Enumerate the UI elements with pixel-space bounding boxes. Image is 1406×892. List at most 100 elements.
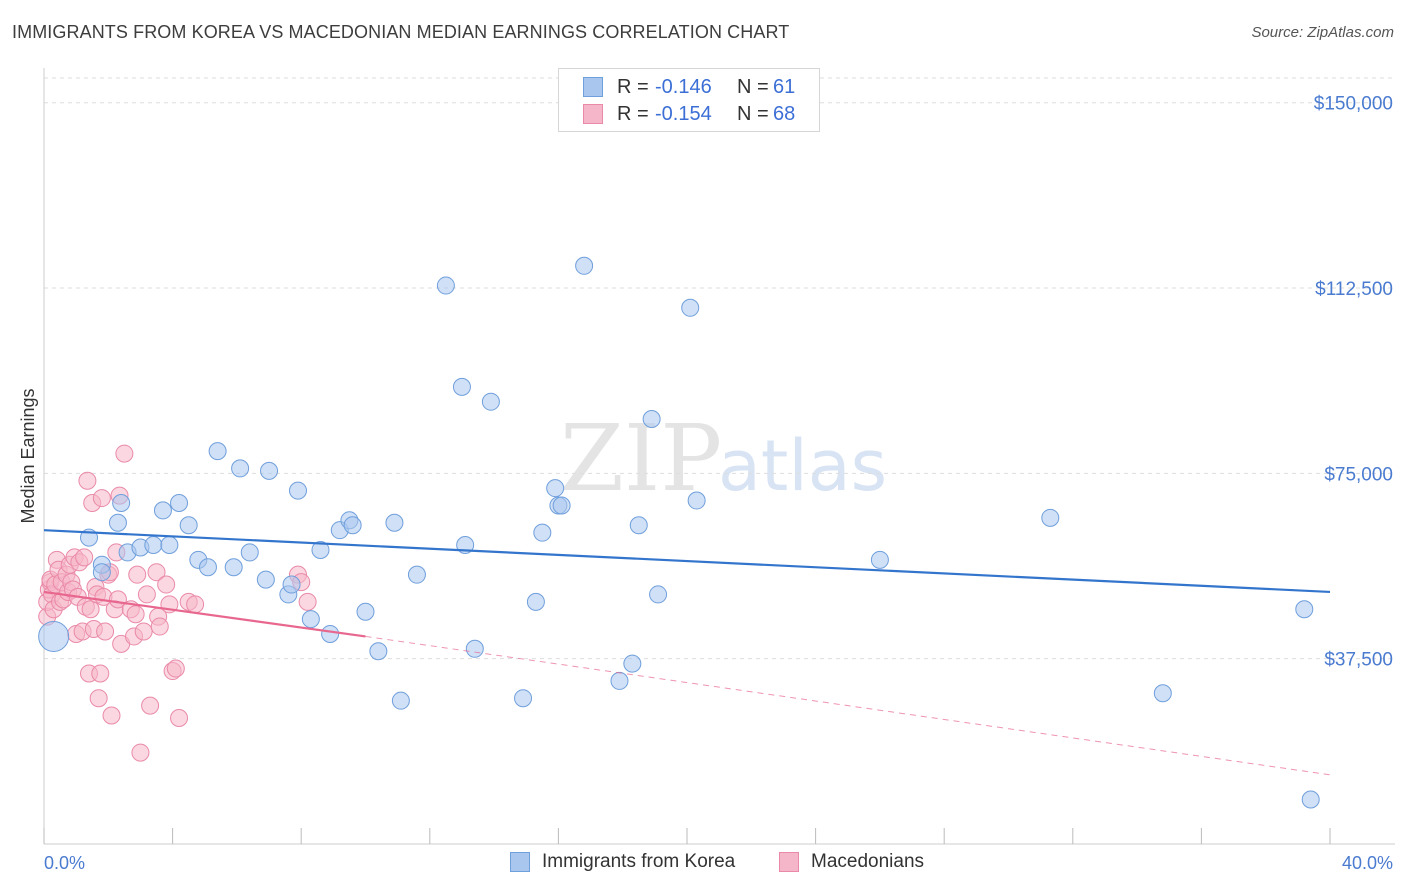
korea-point	[546, 479, 565, 498]
korea-point	[231, 459, 250, 478]
macedonians-trend-line	[43, 590, 366, 638]
korea-point	[575, 256, 594, 275]
korea-point	[552, 496, 571, 515]
legend-n-label: N =	[737, 75, 769, 98]
macedonians-swatch	[583, 104, 603, 124]
korea-point	[623, 654, 642, 673]
korea-point	[356, 602, 375, 621]
macedonians-trend-extension	[365, 635, 1331, 776]
x-tick-label-max: 40.0%	[1342, 853, 1393, 873]
legend-r-label: R =	[617, 75, 649, 98]
macedonians-point	[128, 565, 147, 584]
bottom-legend-macedonians-label: Macedonians	[811, 851, 925, 872]
korea-point	[391, 691, 410, 710]
legend-n-value-korea: 61	[773, 75, 796, 98]
legend-n-value-macedonians: 68	[773, 102, 796, 125]
korea-point	[436, 276, 455, 295]
macedonians-point	[89, 689, 108, 708]
source-label: Source: ZipAtlas.com	[1251, 24, 1394, 41]
y-tick-label: $75,000	[1324, 464, 1393, 485]
korea-point	[610, 671, 629, 690]
watermark-atlas: atlas	[718, 425, 887, 507]
korea-swatch	[583, 77, 603, 97]
korea-point	[526, 592, 545, 611]
korea-point	[170, 494, 189, 513]
x-tick-label-min: 0.0%	[44, 853, 85, 873]
legend-r-label: R =	[617, 102, 649, 125]
macedonians-point	[170, 708, 189, 727]
korea-point	[407, 565, 426, 584]
macedonians-point	[92, 489, 111, 508]
stats-legend: R = -0.146 N = 61 R = -0.154 N = 68	[558, 68, 820, 132]
macedonians-point	[75, 548, 94, 567]
korea-point	[465, 639, 484, 658]
macedonians-point	[126, 605, 145, 624]
bottom-legend-korea-label: Immigrants from Korea	[542, 851, 736, 872]
korea-trend-line	[43, 529, 1331, 594]
korea-point	[385, 513, 404, 532]
macedonians-point	[141, 696, 160, 715]
korea-point	[870, 550, 889, 569]
korea-point	[343, 516, 362, 535]
korea-point	[649, 585, 668, 604]
macedonians-swatch	[779, 852, 799, 872]
macedonians-point	[91, 664, 110, 683]
korea-point	[642, 409, 661, 428]
korea-point	[481, 392, 500, 411]
korea-point	[1295, 600, 1314, 619]
korea-point	[1301, 790, 1320, 809]
korea-point	[224, 558, 243, 577]
korea-point	[108, 513, 127, 532]
korea-point	[208, 442, 227, 461]
korea-point	[153, 501, 172, 520]
korea-point	[92, 563, 111, 582]
korea-point	[629, 516, 648, 535]
bottom-legend-korea[interactable]: Immigrants from Korea	[510, 851, 735, 873]
korea-point	[256, 570, 275, 589]
macedonians-point	[157, 575, 176, 594]
korea-point	[452, 377, 471, 396]
legend-row-korea: R = -0.146 N = 61	[583, 75, 795, 99]
korea-point	[240, 543, 259, 562]
y-tick-label: $150,000	[1314, 94, 1393, 115]
macedonians-point	[115, 444, 134, 463]
korea-point	[1041, 508, 1060, 527]
bottom-legend-macedonians[interactable]: Macedonians	[779, 851, 924, 873]
korea-point	[311, 540, 330, 559]
macedonians-point	[134, 622, 153, 641]
korea-point	[687, 491, 706, 510]
macedonians-point	[131, 743, 150, 762]
macedonians-point	[78, 471, 97, 490]
korea-point	[112, 494, 131, 513]
macedonians-point	[81, 600, 100, 619]
korea-point	[514, 689, 533, 708]
korea-point	[321, 624, 340, 643]
macedonians-point	[96, 622, 115, 641]
korea-point	[681, 298, 700, 317]
legend-r-value-korea: -0.146	[655, 75, 712, 98]
macedonians-point	[147, 563, 166, 582]
korea-point	[282, 575, 301, 594]
korea-point	[260, 461, 279, 480]
korea-point	[198, 558, 217, 577]
y-tick-label: $37,500	[1324, 650, 1393, 671]
macedonians-point	[102, 706, 121, 725]
korea-point	[369, 642, 388, 661]
korea-point	[144, 536, 163, 555]
chart-title: IMMIGRANTS FROM KOREA VS MACEDONIAN MEDI…	[12, 22, 790, 42]
y-axis-label: Median Earnings	[18, 388, 38, 523]
korea-point	[301, 610, 320, 629]
macedonians-point	[137, 585, 156, 604]
korea-point	[1153, 684, 1172, 703]
korea-point	[160, 536, 179, 555]
legend-row-macedonians: R = -0.154 N = 68	[583, 102, 795, 126]
korea-point	[288, 481, 307, 500]
macedonians-point	[166, 659, 185, 678]
macedonians-point	[150, 617, 169, 636]
legend-r-value-macedonians: -0.154	[655, 102, 712, 125]
korea-point	[38, 620, 70, 652]
macedonians-point	[186, 595, 205, 614]
y-tick-label: $112,500	[1315, 279, 1393, 300]
korea-point	[179, 516, 198, 535]
